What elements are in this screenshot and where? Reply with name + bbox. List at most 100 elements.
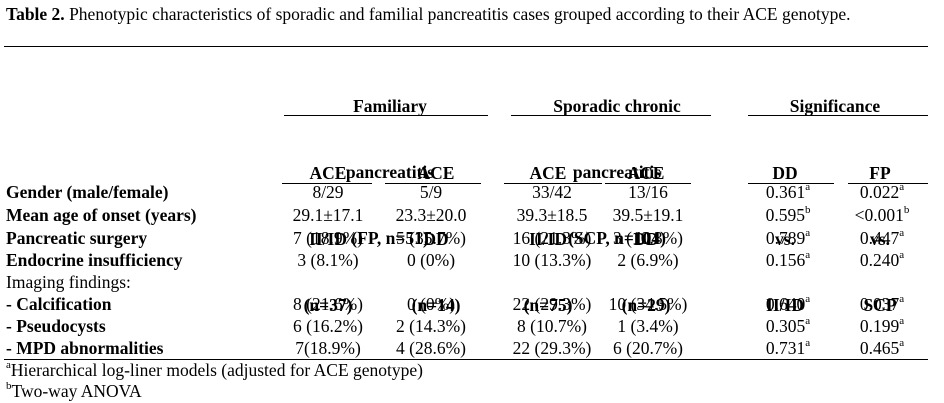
table-cell: 0.199a — [832, 315, 932, 337]
table-cell: 0.022a — [832, 181, 932, 203]
table-cell: 10 (13.3%) — [492, 249, 612, 271]
cell-value: 0.640 — [765, 294, 806, 314]
header-line: (SCP, n=104) — [568, 228, 666, 248]
subheader-fp-dd: ACE DD (n=14) — [386, 118, 486, 360]
header-familial-pancreatitis: Familiary pancreatitis (FP, n=51) — [280, 51, 500, 293]
table-row: - Pseudocysts 6 (16.2%) 2 (14.3%) 8 (10.7%)… — [6, 315, 930, 337]
table-cell: 23.3±20.0 — [376, 204, 486, 226]
superscript-marker: a — [899, 293, 905, 306]
table-row: - MPD abnormalities 7(18.9%) 4 (28.6%) 22 (… — [6, 337, 930, 359]
table-row: Endocrine insufficiency 3 (8.1%) 0 (0%) 10 … — [6, 249, 930, 271]
row-label: - Calcification — [6, 294, 112, 314]
table-cell: 2 (14.3%) — [376, 315, 486, 337]
superscript-marker: a — [899, 181, 905, 194]
header-line: II/ID — [529, 229, 567, 249]
cell-value: 0.789 — [765, 228, 806, 248]
superscript-marker: a — [805, 315, 811, 328]
table-cell: 0.465a — [832, 337, 932, 359]
header-line: (n=37) — [303, 295, 353, 315]
cell-value: 7 (18.9%) — [293, 228, 363, 248]
cell-value: 10 (13.3%) — [512, 250, 592, 270]
table-cell: 7 (18.9%) — [268, 227, 388, 249]
cell-value: 0.447 — [859, 228, 900, 248]
table-cell: 29.1±17.1 — [268, 204, 388, 226]
header-line: ACE — [627, 163, 665, 183]
table-cell: 0.595b — [730, 204, 846, 226]
footnote-b: bTwo-way ANOVA — [6, 381, 142, 401]
cell-value: 33/42 — [532, 182, 572, 202]
group-rule-sig — [748, 115, 928, 116]
table-cell: 3 (10.3%) — [596, 227, 700, 249]
table-row: Pancreatic surgery 7 (18.9%) 5 (35.7%) 16 (… — [6, 227, 930, 249]
table-caption: Table 2. Phenotypic characteristics of s… — [6, 4, 936, 24]
table-cell: 22 (29.3%) — [492, 293, 612, 315]
table-cell: 0.789a — [730, 227, 846, 249]
subheader-rule — [282, 183, 372, 184]
superscript-marker: b — [804, 204, 811, 217]
group-rule-scp — [511, 115, 711, 116]
row-label: Mean age of onset (years) — [6, 205, 197, 225]
cell-value: 6 (16.2%) — [293, 316, 363, 336]
footnote-marker: b — [6, 380, 12, 393]
table-cell: 22 (29.3%) — [492, 337, 612, 359]
row-label: Gender (male/female) — [6, 182, 169, 202]
table-label: Table 2. — [6, 4, 65, 24]
header-line: vs. — [775, 229, 795, 249]
cell-value: 0.037 — [859, 294, 900, 314]
table-cell: <0.001b — [832, 204, 932, 226]
subheader-rule — [748, 183, 834, 184]
table-cell: 39.3±18.5 — [492, 204, 612, 226]
header-line: Sporadic chronic — [553, 96, 681, 116]
bottom-rule — [4, 359, 928, 360]
superscript-marker: a — [899, 227, 905, 240]
cell-value: 5/9 — [419, 182, 443, 202]
table-cell: 33/42 — [492, 181, 612, 203]
table-cell: 8 (10.7%) — [492, 315, 612, 337]
header-line: pancreatitis — [345, 162, 435, 182]
cell-value: 8 (21.6%) — [293, 294, 363, 314]
subheader-dd-vs-iiid: DD vs. II/ID — [730, 118, 840, 360]
subheader-fp-vs-scp: FP vs. SCP — [830, 118, 930, 360]
header-line: ACE — [309, 163, 347, 183]
footnote-a: aHierarchical log-liner models (adjusted… — [6, 360, 423, 380]
table-cell: 0.640a — [730, 293, 846, 315]
superscript-marker: a — [805, 293, 811, 306]
table-cell: 13/16 — [596, 181, 700, 203]
cell-value: 8 (10.7%) — [517, 316, 587, 336]
table-cell: 3 (8.1%) — [268, 249, 388, 271]
cell-value: 5 (35.7%) — [396, 228, 466, 248]
row-label: - Pseudocysts — [6, 316, 106, 336]
cell-value: 29.1±17.1 — [292, 205, 364, 225]
cell-value: 22 (29.3%) — [512, 338, 592, 358]
cell-value: 0.305 — [765, 316, 806, 336]
table-cell: 5/9 — [376, 181, 486, 203]
cell-value: 0 (0%) — [406, 294, 456, 314]
cell-value: 0.731 — [765, 338, 806, 358]
table-cell: 0.447a — [832, 227, 932, 249]
cell-value: 0.199 — [859, 316, 900, 336]
header-line: ACE — [529, 163, 567, 183]
header-line: (n=14) — [411, 295, 461, 315]
header-line: DD — [633, 229, 659, 249]
table-cell: 8/29 — [268, 181, 388, 203]
header-sporadic-pancreatitis: Sporadic chronic pancreatitis (SCP, n=10… — [507, 51, 727, 293]
cell-value: 2 (14.3%) — [396, 316, 466, 336]
superscript-marker: a — [899, 249, 905, 262]
table-cell: 0.037a — [832, 293, 932, 315]
header-line: (n=29) — [621, 295, 671, 315]
header-line: SCP — [863, 295, 897, 315]
table-cell: 16 (21.3%) — [492, 227, 612, 249]
header-line: II/ID — [309, 229, 347, 249]
cell-value: 0.361 — [765, 182, 806, 202]
cell-value: 10 (34.5%) — [608, 294, 688, 314]
cell-value: 16 (21.3%) — [512, 228, 592, 248]
superscript-marker: a — [805, 227, 811, 240]
table-cell: 0.240a — [832, 249, 932, 271]
row-label: Pancreatic surgery — [6, 228, 148, 248]
table-cell: 0.731a — [730, 337, 846, 359]
table-cell: 0.305a — [730, 315, 846, 337]
top-rule — [4, 46, 928, 47]
subheader-scp-iiid: ACE II/ID (n=75) — [493, 118, 603, 360]
header-line: II/ID — [766, 295, 804, 315]
superscript-marker: a — [805, 181, 811, 194]
